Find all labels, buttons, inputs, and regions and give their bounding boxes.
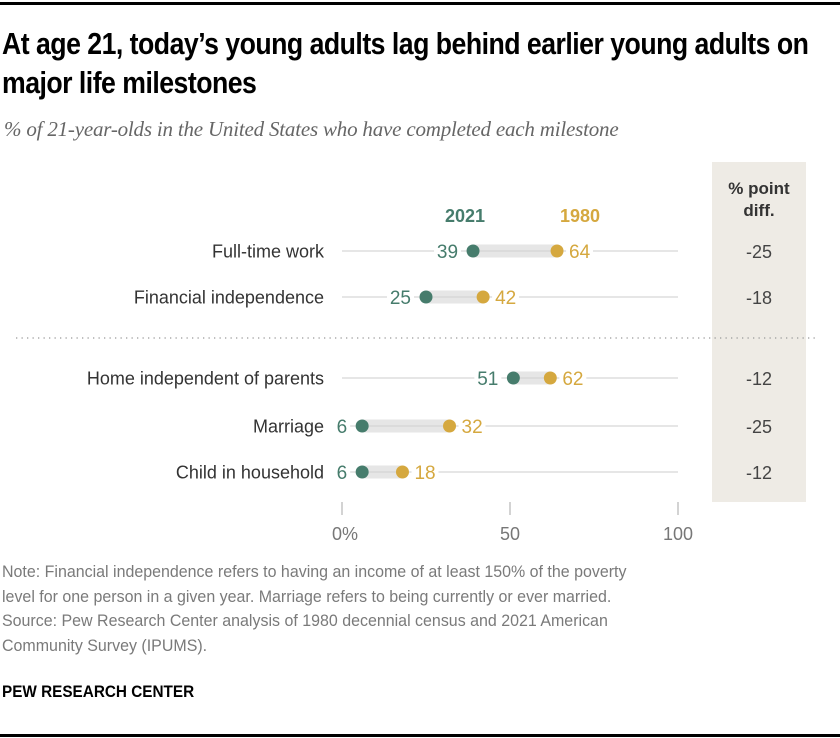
label-background bbox=[458, 416, 486, 436]
category-label: Financial independence bbox=[134, 288, 324, 308]
brand-label: PEW RESEARCH CENTER bbox=[2, 682, 195, 701]
diff-header: % point bbox=[728, 179, 790, 198]
dot-2021 bbox=[506, 371, 520, 385]
diff-value: -12 bbox=[746, 463, 772, 483]
label-background bbox=[492, 287, 520, 307]
chart-subtitle: % of 21-year-olds in the United States w… bbox=[4, 117, 619, 141]
source-line: Source: Pew Research Center analysis of … bbox=[2, 611, 608, 630]
label-background bbox=[559, 368, 587, 388]
dot-2021 bbox=[355, 465, 369, 479]
data-label-2021: 25 bbox=[390, 288, 411, 309]
dot-1980 bbox=[543, 371, 557, 385]
diff-value: -18 bbox=[746, 288, 772, 308]
note-line: level for one person in a given year. Ma… bbox=[2, 586, 612, 606]
category-label: Home independent of parents bbox=[87, 369, 324, 389]
top-rule bbox=[0, 2, 840, 5]
data-label-1980: 64 bbox=[569, 242, 591, 263]
x-tick-label: 100 bbox=[663, 524, 693, 544]
data-label-1980: 18 bbox=[414, 463, 435, 484]
label-background bbox=[411, 462, 439, 482]
diff-value: -12 bbox=[746, 369, 772, 389]
dot-1980 bbox=[550, 244, 564, 258]
bottom-rule bbox=[0, 734, 840, 737]
chart-title: At age 21, today’s young adults lag behi… bbox=[2, 26, 809, 100]
data-label-2021: 51 bbox=[477, 369, 498, 390]
diff-value: -25 bbox=[746, 417, 772, 437]
legend-label-1980: 1980 bbox=[560, 206, 600, 226]
label-background bbox=[387, 287, 414, 307]
category-label: Full-time work bbox=[212, 242, 325, 262]
label-background bbox=[566, 241, 594, 261]
source-line: Community Survey (IPUMS). bbox=[2, 635, 208, 655]
data-label-1980: 42 bbox=[495, 288, 516, 309]
x-tick-label: 0% bbox=[332, 524, 358, 544]
dot-2021 bbox=[419, 290, 433, 304]
diff-column-background bbox=[712, 162, 806, 502]
category-label: Marriage bbox=[253, 417, 324, 437]
dot-2021 bbox=[355, 419, 369, 433]
label-background bbox=[333, 462, 351, 482]
label-background bbox=[474, 368, 502, 388]
label-background bbox=[434, 241, 462, 261]
diff-value: -25 bbox=[746, 242, 772, 262]
dot-plot-chart: % point diff. 2021 1980 Full-time work 39 64 -2… bbox=[16, 162, 818, 544]
legend-label-2021: 2021 bbox=[445, 206, 485, 226]
x-tick-label: 50 bbox=[500, 524, 520, 544]
data-label-2021: 6 bbox=[337, 463, 348, 484]
note-line: Note: Financial independence refers to h… bbox=[2, 562, 627, 581]
category-label: Child in household bbox=[176, 463, 324, 483]
dot-2021 bbox=[466, 244, 480, 258]
dot-1980 bbox=[443, 419, 457, 433]
dot-1980 bbox=[476, 290, 490, 304]
dot-1980 bbox=[395, 465, 409, 479]
data-label-2021: 39 bbox=[437, 242, 458, 263]
data-label-1980: 62 bbox=[562, 369, 583, 390]
data-label-1980: 32 bbox=[462, 417, 483, 438]
data-label-2021: 6 bbox=[337, 417, 348, 438]
diff-header: diff. bbox=[743, 201, 774, 220]
label-background bbox=[333, 416, 351, 436]
footnote: Note: Financial independence refers to h… bbox=[2, 560, 829, 658]
